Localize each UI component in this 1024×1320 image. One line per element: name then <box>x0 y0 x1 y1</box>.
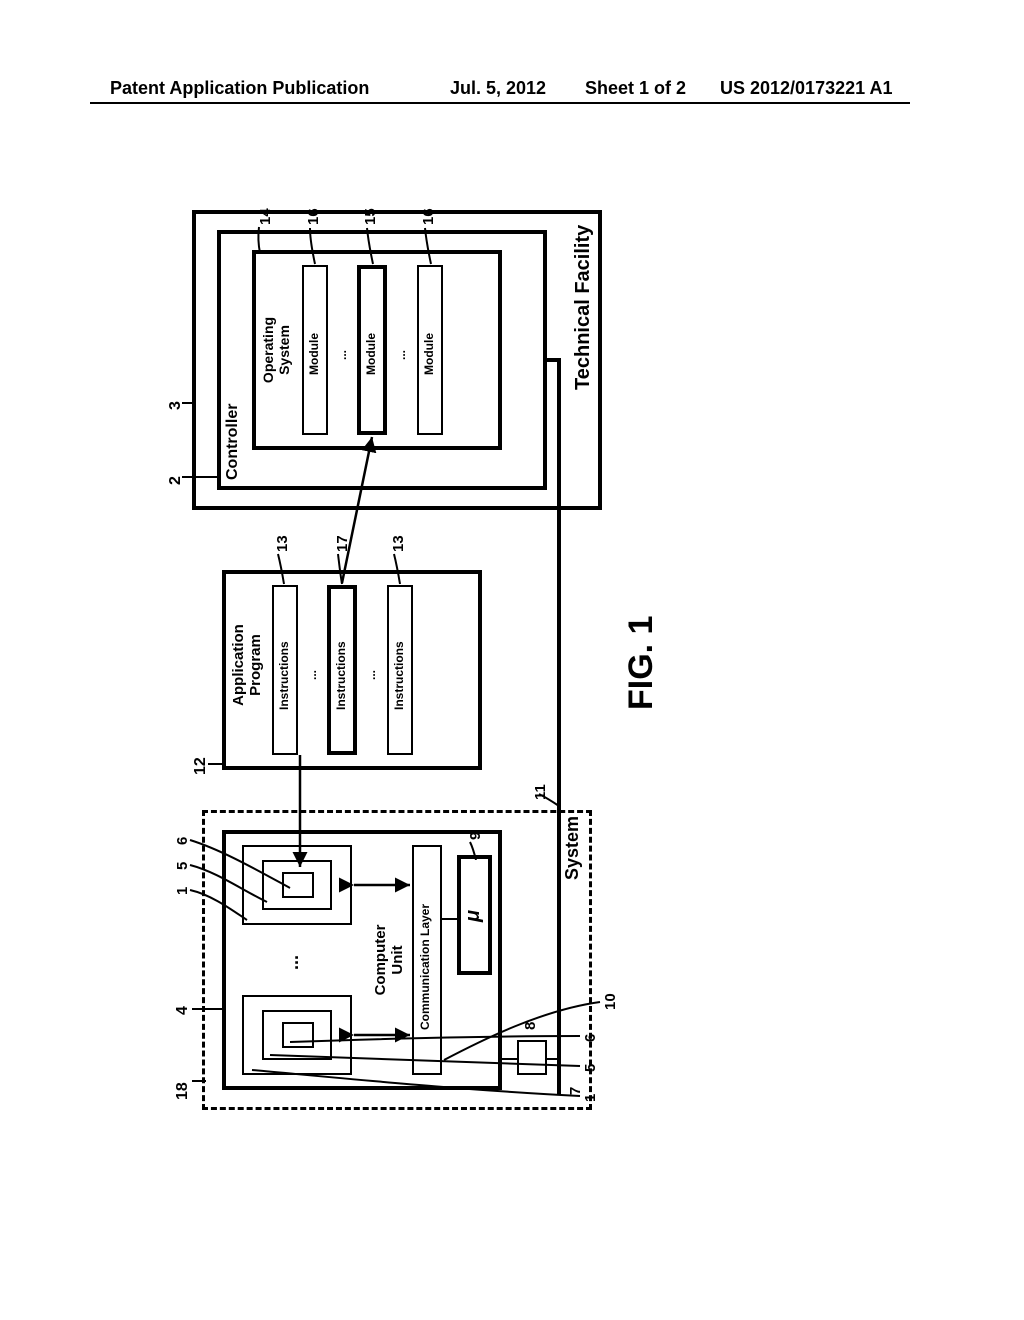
figure-label: FIG. 1 <box>622 616 661 710</box>
module-label-2: Module <box>364 333 378 375</box>
ref-18: 18 <box>174 1082 192 1100</box>
ref-15: 15 <box>362 208 379 225</box>
comm-layer-title: Communication Layer <box>418 904 432 1030</box>
os-title: Operating System <box>260 300 292 400</box>
ref-13-top: 13 <box>274 535 291 552</box>
header-sheet: Sheet 1 of 2 <box>585 78 686 99</box>
lead-4 <box>192 1008 224 1010</box>
ref-9: 9 <box>467 832 484 840</box>
figure-1: System 18 Computer Unit 4 ... 1 5 6 <box>162 210 862 1110</box>
header-pubno: US 2012/0173221 A1 <box>720 78 892 99</box>
application-title: Application Program <box>230 615 264 715</box>
facility-title: Technical Facility <box>572 225 595 390</box>
link-11b <box>557 360 561 510</box>
ref-12: 12 <box>192 757 210 775</box>
header-publication: Patent Application Publication <box>110 78 369 99</box>
instructions-dots-3: ... <box>364 670 378 680</box>
lead-3 <box>182 402 194 404</box>
ref-6-left: 6 <box>582 1034 599 1042</box>
instructions-dots-1: ... <box>305 670 319 680</box>
connector-to-bus <box>547 1058 559 1060</box>
controller-title: Controller <box>224 404 242 480</box>
comm-to-micro <box>442 918 457 920</box>
lead-12 <box>208 763 224 765</box>
device-right-inner <box>282 872 314 898</box>
ref-10: 10 <box>602 993 619 1010</box>
connector-box <box>517 1040 547 1075</box>
ref-5-left: 5 <box>582 1064 599 1072</box>
module-dots-3: ... <box>394 350 408 360</box>
ref-4: 4 <box>174 1006 192 1015</box>
ref-16-bot: 16 <box>420 208 437 225</box>
ref-8: 8 <box>522 1022 539 1030</box>
ref-13-bot: 13 <box>390 535 407 552</box>
ref-1-right: 1 <box>174 887 191 895</box>
ref-6-right: 6 <box>174 837 191 845</box>
link-11-up <box>547 358 561 362</box>
instructions-label-0: Instructions <box>277 641 291 710</box>
ref-1-left: 1 <box>582 1094 599 1102</box>
micro-symbol: μ <box>462 910 485 922</box>
instructions-label-2: Instructions <box>334 641 348 710</box>
cu-to-connector <box>502 1058 517 1060</box>
ref-17: 17 <box>334 535 351 552</box>
ref-16-top: 16 <box>305 208 322 225</box>
system-title: System <box>562 816 583 880</box>
header-rule <box>90 102 910 104</box>
module-dots-1: ... <box>335 350 349 360</box>
instructions-label-4: Instructions <box>392 641 406 710</box>
module-label-0: Module <box>307 333 321 375</box>
module-label-4: Module <box>422 333 436 375</box>
ref-14: 14 <box>257 208 274 225</box>
ref-7: 7 <box>567 1087 584 1095</box>
lead-18 <box>192 1080 206 1082</box>
devices-ellipsis: ... <box>282 955 303 970</box>
computer-unit-title: Computer Unit <box>372 910 406 1010</box>
bus-line <box>557 825 561 1095</box>
device-left-inner <box>282 1022 314 1048</box>
header-date: Jul. 5, 2012 <box>450 78 546 99</box>
ref-11: 11 <box>532 784 549 800</box>
ref-5-right: 5 <box>174 862 191 870</box>
link-11 <box>557 507 561 827</box>
lead-2 <box>182 476 218 478</box>
page: Patent Application Publication Jul. 5, 2… <box>0 0 1024 1320</box>
